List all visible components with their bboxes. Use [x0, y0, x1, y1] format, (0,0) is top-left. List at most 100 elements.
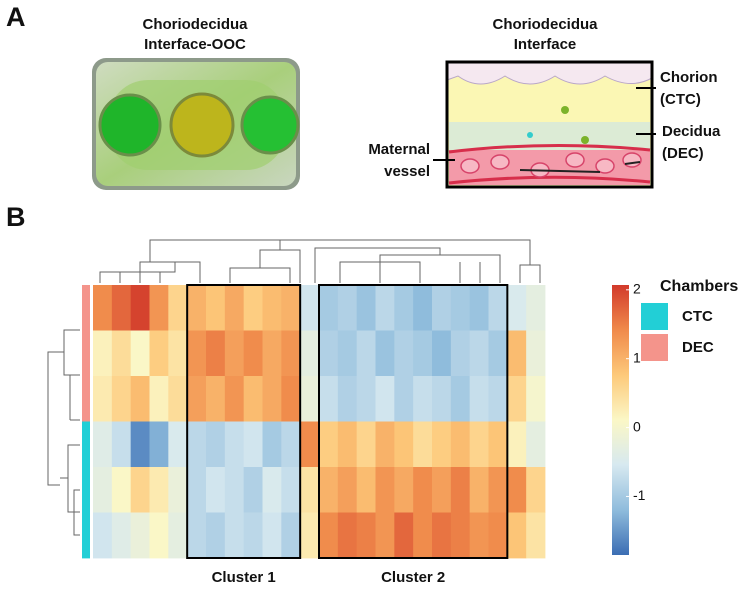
- heat-cell: [111, 421, 132, 468]
- heat-cell: [206, 421, 226, 468]
- cluster-box: [318, 284, 509, 559]
- heat-cell: [187, 512, 207, 559]
- heat-cell: [111, 285, 132, 331]
- heat-cell: [526, 330, 546, 377]
- row-dendrogram: [47, 329, 80, 536]
- heat-cell: [130, 421, 150, 468]
- heat-cell: [432, 512, 452, 559]
- heat-cell: [93, 467, 113, 513]
- photo-title: Choriodecidua: [142, 16, 248, 33]
- heat-cell: [168, 512, 188, 559]
- heat-cell: [262, 376, 282, 422]
- heat-cell: [111, 467, 132, 513]
- heatmap: [82, 284, 546, 559]
- heat-cell: [111, 330, 132, 377]
- heat-cell: [507, 330, 527, 377]
- heat-cell: [281, 421, 301, 468]
- row-annotation: [82, 467, 90, 513]
- heat-cell: [356, 512, 376, 559]
- heat-cell: [526, 421, 546, 468]
- heat-cell: [356, 421, 376, 468]
- heat-cell: [224, 285, 245, 331]
- row-annotation: [82, 376, 90, 422]
- heat-cell: [130, 376, 150, 422]
- heat-cell: [149, 512, 169, 559]
- heat-cell: [300, 376, 320, 422]
- heat-cell: [281, 467, 301, 513]
- heat-cell: [432, 467, 452, 513]
- heat-cell: [488, 376, 508, 422]
- heat-cell: [243, 512, 263, 559]
- heat-cell: [469, 421, 489, 468]
- heat-cell: [149, 330, 169, 377]
- decidua-label: (DEC): [662, 145, 704, 162]
- heat-cell: [526, 512, 546, 559]
- heat-cell: [111, 512, 132, 559]
- chorion-label: (CTC): [660, 91, 701, 108]
- heat-cell: [375, 467, 395, 513]
- heat-cell: [243, 330, 263, 377]
- heat-cell: [507, 467, 527, 513]
- heat-cell: [432, 330, 452, 377]
- legend-label: CTC: [682, 308, 713, 325]
- heat-cell: [262, 512, 282, 559]
- heat-cell: [450, 421, 471, 468]
- heat-cell: [206, 330, 226, 377]
- heat-cell: [413, 376, 433, 422]
- panel-label: A: [6, 2, 26, 32]
- heat-cell: [507, 512, 527, 559]
- heat-cell: [243, 376, 263, 422]
- heat-cell: [394, 330, 414, 377]
- heat-cell: [224, 421, 245, 468]
- heat-cell: [319, 330, 339, 377]
- heat-cell: [187, 330, 207, 377]
- heat-cell: [319, 376, 339, 422]
- heat-cell: [206, 512, 226, 559]
- heat-cell: [224, 330, 245, 377]
- legend-swatch: [641, 334, 668, 361]
- heat-cell: [488, 330, 508, 377]
- row-annotation: [82, 512, 90, 559]
- chorion-label: Chorion: [660, 69, 718, 86]
- heat-cell: [337, 512, 358, 559]
- heat-cell: [413, 467, 433, 513]
- heat-cell: [224, 467, 245, 513]
- heat-cell: [168, 330, 188, 377]
- heat-cell: [394, 512, 414, 559]
- row-annotation: [82, 330, 90, 377]
- heat-cell: [281, 285, 301, 331]
- heat-cell: [224, 512, 245, 559]
- heat-cell: [450, 467, 471, 513]
- row-annotation: [82, 285, 90, 331]
- heat-cell: [300, 467, 320, 513]
- heat-cell: [413, 512, 433, 559]
- legend-label: DEC: [682, 339, 714, 356]
- heat-cell: [469, 330, 489, 377]
- heat-cell: [394, 285, 414, 331]
- heat-cell: [319, 421, 339, 468]
- heat-cell: [469, 467, 489, 513]
- heat-cell: [262, 285, 282, 331]
- heat-cell: [375, 330, 395, 377]
- heat-cell: [111, 376, 132, 422]
- heat-cell: [394, 467, 414, 513]
- heat-cell: [488, 512, 508, 559]
- colorbar-tick-label: 2: [633, 281, 641, 297]
- heat-cell: [450, 285, 471, 331]
- heat-cell: [281, 376, 301, 422]
- heat-cell: [187, 376, 207, 422]
- heat-cell: [450, 330, 471, 377]
- colorbar-tick-label: 1: [633, 349, 641, 365]
- heat-cell: [432, 376, 452, 422]
- heat-cell: [243, 467, 263, 513]
- heat-cell: [337, 467, 358, 513]
- heat-cell: [187, 285, 207, 331]
- heat-cell: [243, 285, 263, 331]
- heat-cell: [168, 285, 188, 331]
- legend-swatch: [641, 303, 668, 330]
- schematic-title: Interface: [514, 36, 577, 53]
- cluster-label: Cluster 1: [212, 569, 276, 586]
- vessel-label: Maternal: [368, 141, 430, 158]
- heat-cell: [413, 330, 433, 377]
